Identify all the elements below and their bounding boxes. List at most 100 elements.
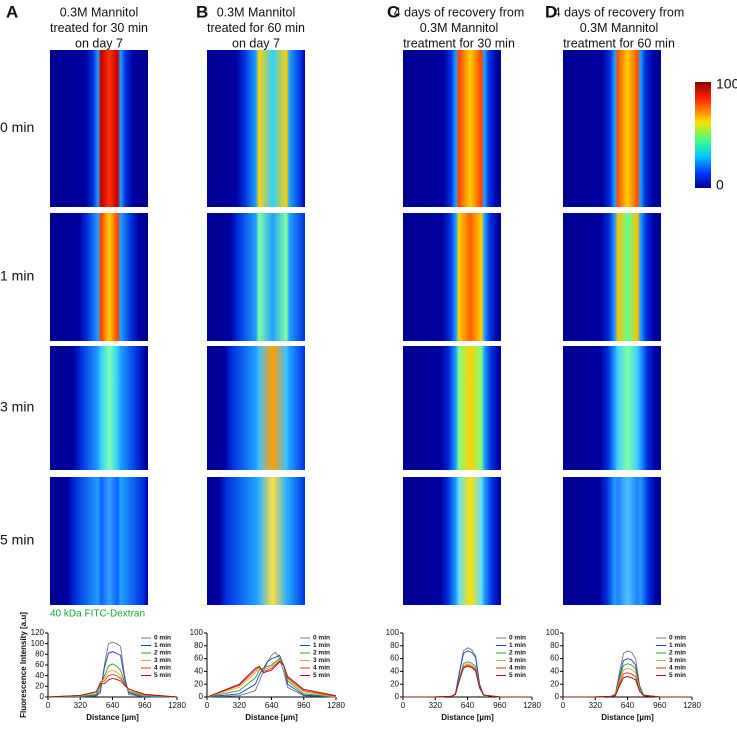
x-axis-label: Distance [µm] [245, 713, 298, 722]
y-tick-label: 40 [35, 671, 44, 680]
heatmap-image [403, 50, 501, 207]
legend-label: 3 min [154, 657, 171, 664]
legend-label: 3 min [509, 657, 526, 664]
y-tick-label: 60 [390, 654, 399, 663]
heatmap-image [50, 346, 148, 470]
line-series [48, 651, 177, 698]
x-tick-label: 320 [429, 701, 443, 710]
line-series [206, 659, 337, 698]
y-tick-label: 100 [31, 639, 45, 648]
legend-label: 0 min [669, 635, 686, 642]
panel-letter: B [196, 2, 208, 21]
x-tick-label: 960 [653, 701, 667, 710]
panel-letter: D [545, 2, 557, 21]
x-tick-label: 640 [106, 701, 120, 710]
legend-label: 4 min [509, 665, 526, 672]
panel-title: 4 days of recovery from [554, 5, 685, 19]
y-tick-label: 120 [31, 628, 45, 637]
y-tick-label: 20 [550, 679, 559, 688]
x-tick-label: 0 [205, 701, 210, 710]
line-series [206, 651, 337, 698]
panel-title: treated for 60 min [207, 21, 305, 35]
panel-title: 0.3M Mannitol [420, 21, 499, 35]
panel-title: on day 7 [232, 36, 280, 50]
x-tick-label: 0 [561, 701, 566, 710]
x-tick-label: 640 [461, 701, 475, 710]
legend-label: 1 min [313, 642, 330, 649]
heatmap-image [207, 346, 305, 470]
legend-label: 2 min [509, 650, 526, 657]
legend-label: 1 min [509, 642, 526, 649]
legend-label: 5 min [669, 672, 686, 679]
y-tick-label: 80 [550, 641, 559, 650]
legend-label: 2 min [313, 650, 330, 657]
x-tick-label: 640 [265, 701, 279, 710]
x-tick-label: 1280 [327, 701, 345, 710]
x-tick-label: 960 [138, 701, 152, 710]
row-label: 1 min [0, 268, 34, 284]
legend-label: 0 min [154, 635, 171, 642]
colorbar [695, 82, 711, 188]
colorbar-label: 100 [716, 76, 737, 92]
heatmap-image [563, 477, 661, 605]
line-series [206, 654, 337, 698]
legend-label: 4 min [313, 665, 330, 672]
row-label: 3 min [0, 399, 34, 415]
heatmap-image [563, 50, 661, 207]
line-series [47, 677, 178, 698]
y-tick-label: 80 [194, 641, 203, 650]
heatmap-image [403, 477, 501, 605]
y-tick-label: 20 [390, 679, 399, 688]
legend-label: 0 min [313, 635, 330, 642]
stain-label: 40 kDa FITC-Dextran [50, 609, 145, 620]
panel-title: 0.3M Mannitol [580, 21, 659, 35]
panel-letter: A [6, 2, 18, 21]
x-tick-label: 960 [493, 701, 507, 710]
legend-label: 4 min [154, 665, 171, 672]
x-tick-label: 640 [621, 701, 635, 710]
line-series [403, 665, 532, 698]
heatmap-image [563, 213, 661, 341]
y-tick-label: 20 [194, 679, 203, 688]
line-series [206, 661, 337, 698]
panel-title: 4 days of recovery from [394, 5, 525, 19]
heatmap-image [207, 477, 305, 605]
y-tick-label: 0 [40, 692, 45, 701]
panel-title: 0.3M Mannitol [60, 5, 139, 19]
x-tick-label: 1280 [168, 701, 186, 710]
y-tick-label: 60 [550, 654, 559, 663]
x-axis-label: Distance [µm] [601, 713, 654, 722]
legend-label: 3 min [313, 657, 330, 664]
legend-label: 1 min [154, 642, 171, 649]
x-tick-label: 320 [74, 701, 88, 710]
heatmap-image [563, 346, 661, 470]
x-tick-label: 320 [589, 701, 603, 710]
y-axis-label: Fluorescence Intensity [a.u] [19, 612, 28, 718]
legend-label: 5 min [154, 672, 171, 679]
row-label: 5 min [0, 532, 34, 548]
line-series [206, 657, 337, 698]
y-tick-label: 100 [190, 628, 204, 637]
heatmap-image [207, 213, 305, 341]
legend-label: 5 min [509, 672, 526, 679]
y-tick-label: 40 [390, 667, 399, 676]
heatmap-image [403, 346, 501, 470]
line-series [47, 663, 178, 698]
legend-label: 4 min [669, 665, 686, 672]
legend-label: 1 min [669, 642, 686, 649]
line-series [563, 676, 692, 698]
legend-label: 2 min [154, 650, 171, 657]
panel-title: treatment for 60 min [563, 36, 675, 50]
heatmap-image [403, 213, 501, 341]
heatmap-image [50, 477, 148, 605]
y-tick-label: 0 [395, 692, 400, 701]
y-tick-label: 80 [390, 641, 399, 650]
line-series [206, 660, 337, 698]
legend-label: 5 min [313, 672, 330, 679]
y-tick-label: 40 [194, 667, 203, 676]
x-axis-label: Distance [µm] [441, 713, 494, 722]
line-series [48, 641, 177, 698]
x-tick-label: 0 [46, 701, 51, 710]
x-tick-label: 1280 [523, 701, 541, 710]
